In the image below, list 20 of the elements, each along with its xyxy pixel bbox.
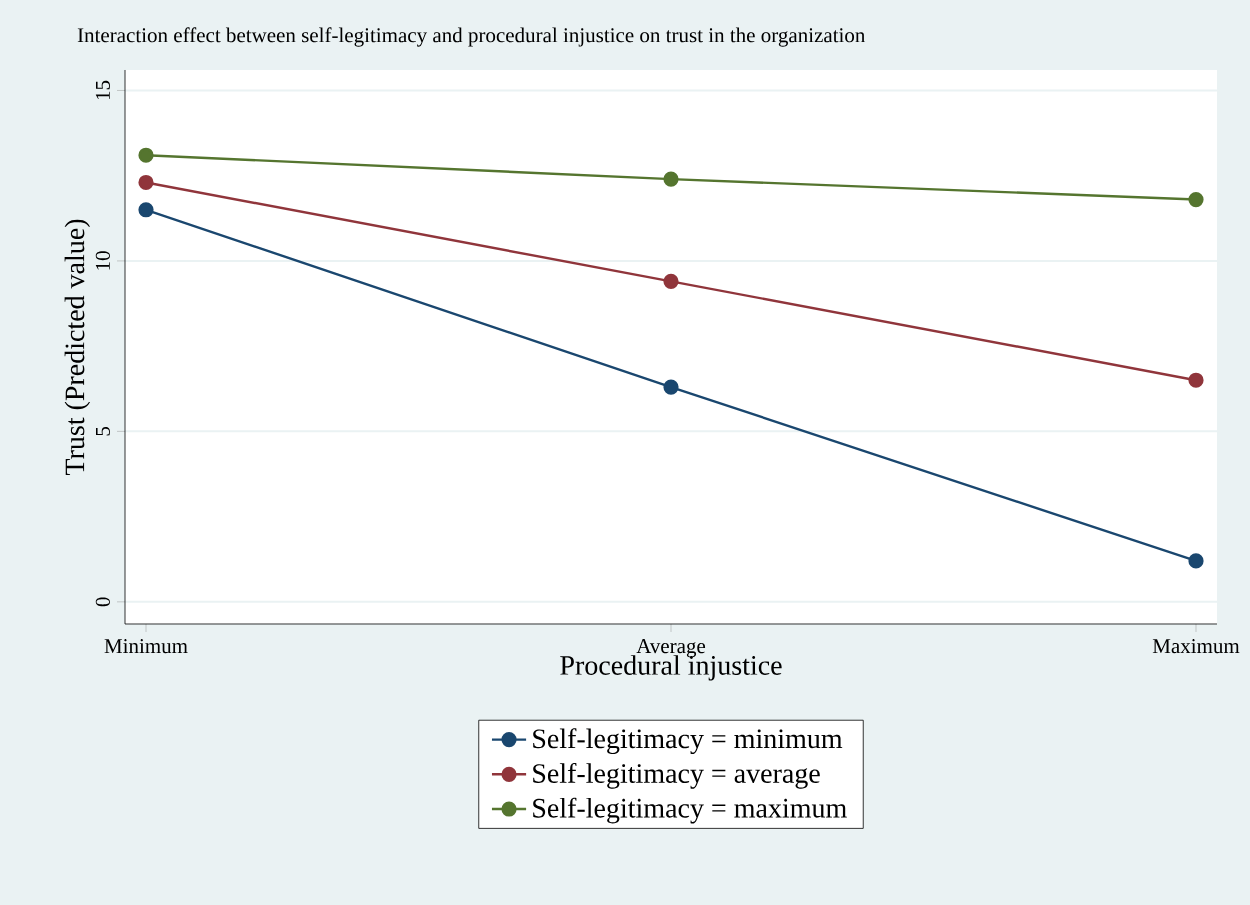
x-tick-label: Minimum <box>104 639 188 654</box>
point <box>138 174 154 191</box>
y-tick-label: 10 <box>95 251 110 270</box>
x-tick-label: Maximum <box>1152 639 1240 654</box>
legend-label: Self-legitimacy = maximum <box>533 797 847 824</box>
y-tick-label: 0 <box>95 597 110 607</box>
y-tick-label: 5 <box>95 426 110 436</box>
point <box>1188 191 1204 208</box>
point <box>1188 553 1204 569</box>
point <box>1188 372 1204 388</box>
legend-label: Self-legitimacy = average <box>533 762 820 789</box>
point <box>663 379 679 395</box>
point <box>663 171 679 187</box>
point <box>138 147 154 163</box>
y-tick-label: 15 <box>95 80 110 100</box>
chart-title: Interaction effect between self-legitimacy and procedural injustice on trust in the organization <box>77 27 866 47</box>
legend-label: Self-legitimacy = minimum <box>533 728 843 754</box>
point <box>138 202 154 218</box>
point <box>663 273 679 289</box>
y-axis-title: Trust (Predicted value) <box>64 219 91 476</box>
